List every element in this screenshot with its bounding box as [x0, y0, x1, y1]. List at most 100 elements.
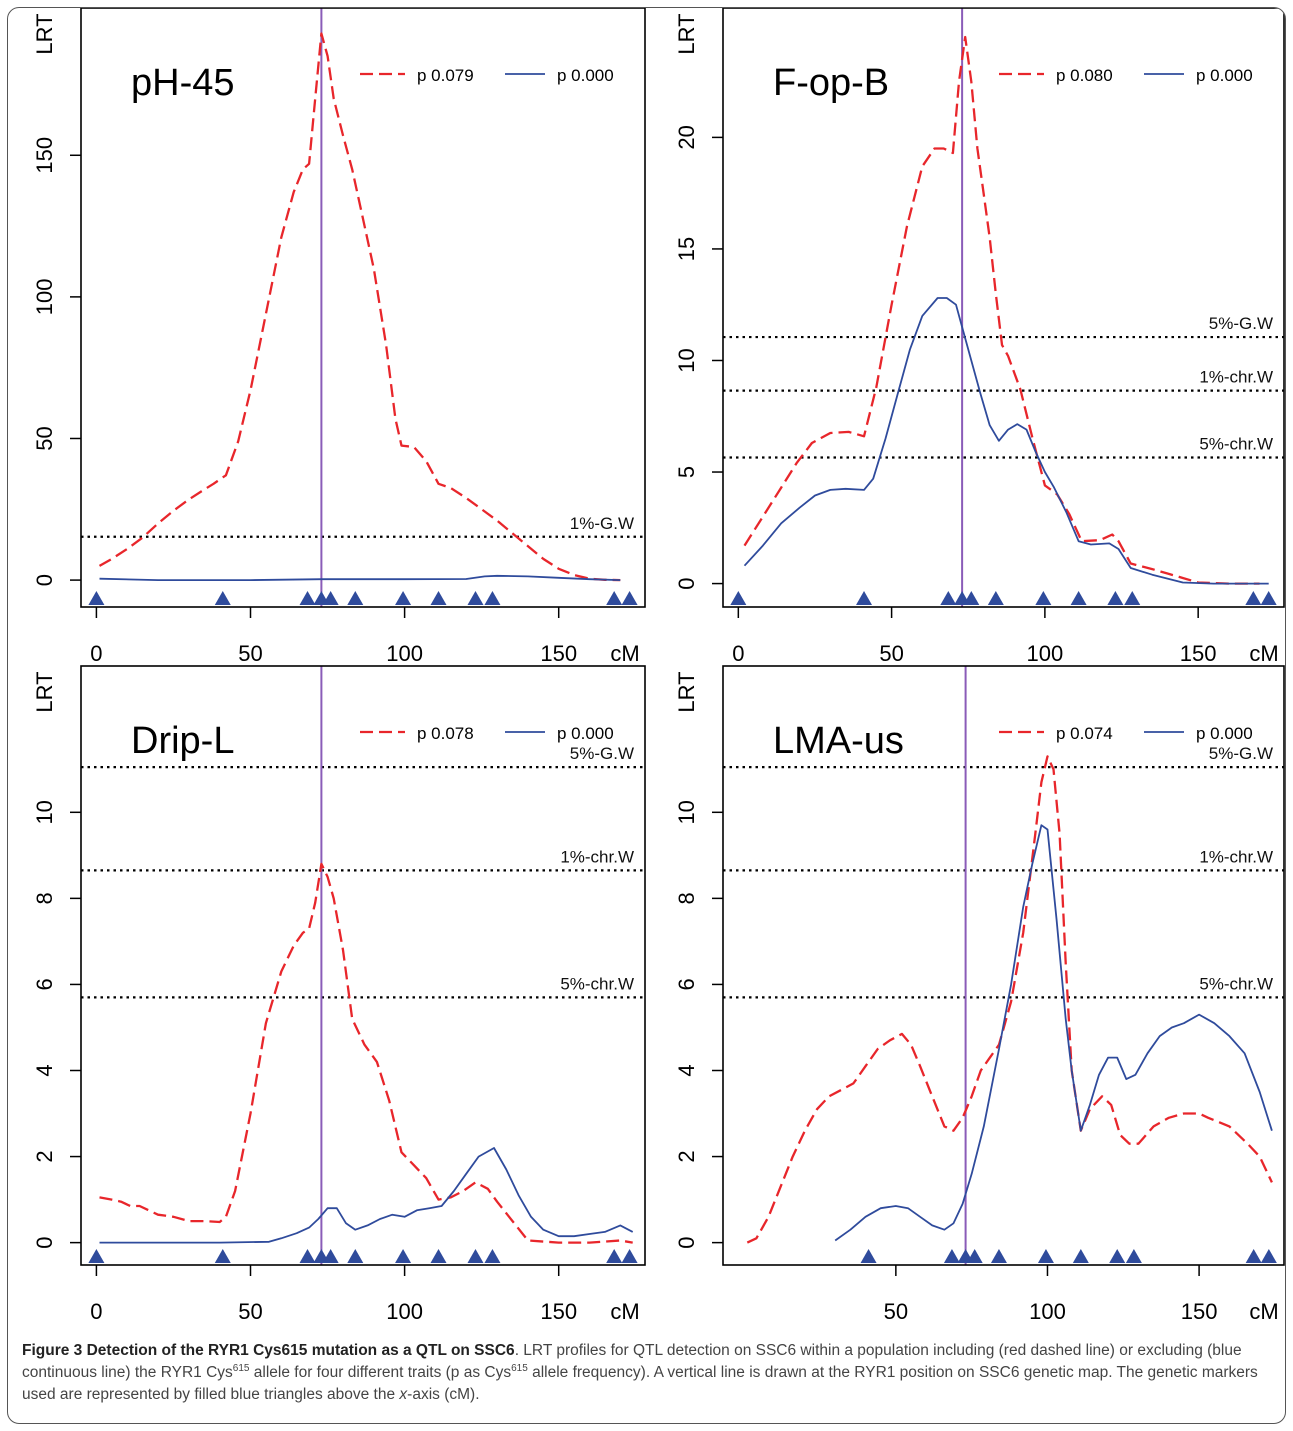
y-tick-label: 5: [674, 466, 699, 478]
y-tick-label: 2: [674, 1150, 699, 1162]
legend-label-without-allele: p 0.000: [557, 66, 614, 85]
marker-triangle: [322, 1249, 339, 1263]
marker-triangle: [621, 1249, 638, 1263]
marker-triangle: [467, 1249, 484, 1263]
series-group: [743, 35, 1269, 585]
figure-panel: 1%-G.W 0 50 100 150 LRT 0 50 100 150 cM pH-45 p 0.07…: [7, 7, 1286, 1424]
y-tick-label: 0: [674, 1236, 699, 1248]
marker-triangle: [860, 1249, 877, 1263]
marker-triangle: [1070, 591, 1087, 605]
legend-label-with-allele: p 0.078: [417, 724, 474, 743]
chart-panel-3: 5%-G.W 1%-chr.W 5%-chr.W 0 2 4 6 8 10 LRT 0 50 100 15…: [32, 665, 646, 1324]
chart-panel-4: 5%-G.W 1%-chr.W 5%-chr.W 0 2 4 6 8 10 LRT 50 100 150…: [674, 665, 1285, 1324]
marker-triangle: [484, 1249, 501, 1263]
marker-triangle: [966, 1249, 983, 1263]
y-tick-label: 6: [674, 978, 699, 990]
marker-triangle: [1125, 1249, 1142, 1263]
caption-title: Detection of the RYR1 Cys615 mutation as…: [86, 1342, 515, 1359]
series-line-without-allele: [834, 824, 1273, 1242]
marker-triangle: [987, 591, 1004, 605]
x-tick-label: 50: [884, 1299, 908, 1324]
x-axis-label: cM: [610, 641, 639, 666]
legend-label-with-allele: p 0.079: [417, 66, 474, 85]
marker-triangle: [606, 591, 623, 605]
series-group: [98, 32, 621, 582]
marker-triangle: [1245, 1249, 1262, 1263]
marker-triangle: [1245, 591, 1262, 605]
plot-frame: [80, 665, 646, 1266]
marker-triangle: [730, 591, 747, 605]
series-line-with-allele: [99, 862, 633, 1244]
series-group: [99, 862, 634, 1244]
series-line-with-allele: [743, 35, 1260, 585]
series-line-with-allele: [98, 32, 621, 582]
threshold-label: 5%-chr.W: [1199, 974, 1273, 993]
marker-triangle: [467, 591, 484, 605]
legend-label-with-allele: p 0.080: [1056, 66, 1113, 85]
chart-title: Drip-L: [131, 720, 234, 762]
plot-frame: [722, 665, 1285, 1266]
x-tick-label: 0: [732, 641, 744, 666]
marker-triangle: [606, 1249, 623, 1263]
series-line-without-allele: [99, 574, 621, 581]
marker-triangle: [1035, 591, 1052, 605]
marker-triangle: [856, 591, 873, 605]
y-tick-label: 4: [674, 1064, 699, 1076]
marker-triangle: [1037, 1249, 1054, 1263]
x-tick-label: 100: [386, 1299, 423, 1324]
caption-sup-2: 615: [511, 1362, 528, 1374]
y-axis-label: LRT: [674, 13, 699, 54]
marker-triangle: [395, 591, 412, 605]
marker-triangle: [943, 1249, 960, 1263]
y-axis-label: LRT: [32, 671, 57, 712]
marker-triangle: [1109, 1249, 1126, 1263]
series-line-with-allele: [746, 755, 1273, 1244]
threshold-label: 1%-chr.W: [560, 847, 634, 866]
marker-triangle: [1260, 591, 1277, 605]
series-line-without-allele: [99, 1147, 634, 1244]
caption-text-b: allele for four different traits (p as C…: [249, 1364, 512, 1381]
legend-label-with-allele: p 0.074: [1056, 724, 1113, 743]
marker-triangle: [347, 591, 364, 605]
marker-triangle: [214, 1249, 231, 1263]
threshold-label: 5%-G.W: [1209, 314, 1273, 333]
y-tick-label: 2: [32, 1150, 57, 1162]
marker-triangle: [347, 1249, 364, 1263]
marker-triangle: [214, 591, 231, 605]
marker-triangle: [1107, 591, 1124, 605]
threshold-label: 5%-G.W: [570, 744, 634, 763]
figure-caption: Figure 3 Detection of the RYR1 Cys615 mu…: [22, 1340, 1274, 1406]
caption-label: Figure 3: [22, 1342, 83, 1359]
marker-triangle: [430, 591, 447, 605]
caption-text-c: allele frequency). A vertical line is dr…: [22, 1364, 1258, 1403]
x-tick-label: 150: [1181, 1299, 1218, 1324]
legend-label-without-allele: p 0.000: [1196, 66, 1253, 85]
marker-triangle: [1124, 591, 1141, 605]
y-tick-label: 8: [674, 892, 699, 904]
x-axis-label: cM: [610, 1299, 639, 1324]
x-tick-label: 0: [90, 641, 102, 666]
threshold-label: 1%-G.W: [570, 514, 634, 533]
y-tick-label: 10: [32, 800, 57, 824]
marker-triangle: [1260, 1249, 1277, 1263]
x-tick-label: 100: [386, 641, 423, 666]
marker-triangle: [940, 591, 957, 605]
series-line-without-allele: [743, 297, 1269, 585]
caption-sup-1: 615: [232, 1362, 250, 1374]
x-tick-label: 50: [879, 641, 903, 666]
y-tick-label: 15: [674, 237, 699, 261]
caption-text-d: -axis (cM).: [407, 1386, 480, 1403]
y-tick-label: 10: [674, 348, 699, 372]
marker-triangle: [395, 1249, 412, 1263]
threshold-label: 5%-chr.W: [1199, 435, 1273, 454]
marker-triangle: [963, 591, 980, 605]
x-axis-label: cM: [1249, 1299, 1278, 1324]
marker-triangle: [88, 591, 105, 605]
x-tick-label: 150: [540, 641, 577, 666]
marker-triangle: [484, 591, 501, 605]
threshold-label: 5%-G.W: [1209, 744, 1273, 763]
threshold-label: 1%-chr.W: [1199, 847, 1273, 866]
marker-triangle: [990, 1249, 1007, 1263]
marker-triangle: [322, 591, 339, 605]
x-axis-label: cM: [1249, 641, 1278, 666]
